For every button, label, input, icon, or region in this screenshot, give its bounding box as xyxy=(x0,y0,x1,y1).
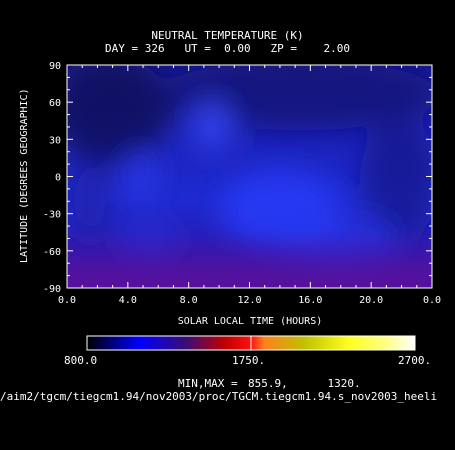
y-tick-label: 30 xyxy=(49,135,61,146)
file-path: /aim2/tgcm/tiegcm1.94/nov2003/proc/TGCM.… xyxy=(0,390,438,403)
y-tick-label: -90 xyxy=(43,284,61,295)
y-tick-label: -30 xyxy=(43,210,61,221)
heatmap-field xyxy=(67,65,432,288)
x-tick-label: 0.0 xyxy=(58,295,76,306)
y-tick-label: -60 xyxy=(43,247,61,258)
colorbar-min-label: 800.0 xyxy=(64,354,98,367)
x-tick-label: 0.0 xyxy=(423,295,441,306)
x-tick-label: 4.0 xyxy=(119,295,137,306)
y-tick-label: 0 xyxy=(55,173,61,184)
chart-title: NEUTRAL TEMPERATURE (K) xyxy=(151,29,304,42)
minmax-label: MIN,MAX = xyxy=(178,377,238,390)
x-tick-label: 16.0 xyxy=(298,295,322,306)
y-tick-label: 60 xyxy=(49,98,61,109)
y-tick-label: 90 xyxy=(49,61,61,72)
x-axis-label: SOLAR LOCAL TIME (HOURS) xyxy=(177,316,323,327)
x-tick-label: 8.0 xyxy=(180,295,198,306)
colorbar-max-label: 2700. xyxy=(398,354,432,367)
axis-tick-labels: 0.0 4.0 8.0 12.0 16.0 20.0 0.0 90 60 30 0 -30 -60 -90 xyxy=(43,61,441,306)
x-tick-label: 20.0 xyxy=(359,295,383,306)
minmax-values: 855.9, 1320. xyxy=(248,377,361,390)
axis-ticks xyxy=(66,64,433,289)
chart-subtitle: DAY = 326 UT = 0.00 ZP = 2.00 xyxy=(104,42,351,55)
x-tick-label: 12.0 xyxy=(237,295,261,306)
colorbar-mid-label: 1750. xyxy=(232,354,266,367)
